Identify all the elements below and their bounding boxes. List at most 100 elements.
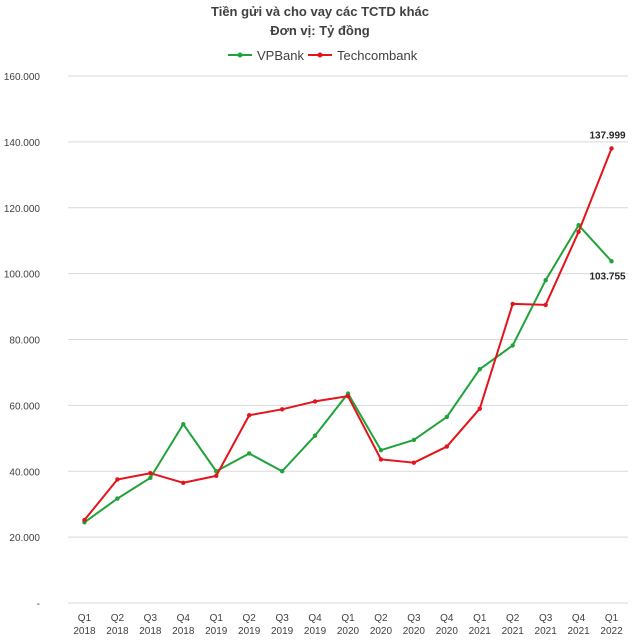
- data-point-techcombank[interactable]: [477, 406, 482, 411]
- x-tick-label: Q2 2018: [106, 613, 129, 637]
- data-point-vpbank[interactable]: [510, 343, 515, 348]
- data-point-techcombank[interactable]: [82, 517, 87, 523]
- x-tick-quarter: Q1: [210, 613, 224, 624]
- x-tick-quarter: Q3: [144, 613, 158, 624]
- x-tick-label: Q3 2019: [271, 613, 294, 637]
- end-label-techcombank: 137.999: [589, 130, 626, 141]
- x-tick-year: 2019: [304, 626, 327, 637]
- x-tick-quarter: Q2: [374, 613, 388, 624]
- data-point-vpbank[interactable]: [609, 259, 614, 264]
- series-line-techcombank: [83, 148, 613, 521]
- data-point-techcombank[interactable]: [444, 444, 450, 449]
- x-tick-label: Q2 2021: [502, 613, 525, 637]
- chart-title: Tiền gửi và cho vay các TCTD khác: [211, 4, 429, 19]
- data-point-techcombank[interactable]: [345, 393, 351, 399]
- data-point-techcombank[interactable]: [148, 471, 153, 476]
- x-tick-quarter: Q3: [275, 613, 289, 624]
- x-tick-label: Q2 2019: [238, 613, 261, 637]
- data-point-vpbank[interactable]: [543, 278, 548, 283]
- x-tick-label: Q4 2021: [567, 613, 590, 637]
- x-axis: Q1 2018 Q2 2018 Q3 2018 Q4 2018 Q1 2019 Q2 2019 Q3 20…: [73, 613, 623, 637]
- x-tick-year: 2018: [106, 626, 129, 637]
- x-tick-label: Q3 2020: [403, 613, 426, 637]
- legend-marker-vpbank: [237, 52, 243, 58]
- x-tick-label: Q1 2022: [600, 613, 623, 637]
- data-point-techcombank[interactable]: [510, 301, 515, 307]
- series-layer: [82, 146, 614, 525]
- x-tick-quarter: Q2: [111, 613, 125, 624]
- series-techcombank: [82, 146, 614, 523]
- x-tick-quarter: Q4: [308, 613, 322, 624]
- x-tick-year: 2021: [469, 626, 492, 637]
- data-point-vpbank[interactable]: [148, 475, 153, 481]
- data-point-techcombank[interactable]: [181, 480, 186, 485]
- chart-subtitle: Đơn vị: Tỷ đồng: [270, 23, 370, 38]
- x-tick-year: 2020: [370, 626, 393, 637]
- x-tick-label: Q4 2020: [436, 613, 459, 637]
- data-point-techcombank[interactable]: [279, 407, 285, 412]
- data-point-techcombank[interactable]: [378, 457, 384, 462]
- data-point-techcombank[interactable]: [214, 473, 219, 479]
- data-point-vpbank[interactable]: [312, 433, 318, 438]
- legend-marker-techcombank: [317, 52, 323, 58]
- x-tick-label: Q1 2020: [337, 613, 360, 637]
- x-tick-year: 2018: [73, 626, 96, 637]
- x-tick-year: 2019: [271, 626, 294, 637]
- x-tick-quarter: Q4: [177, 613, 191, 624]
- data-point-vpbank[interactable]: [378, 447, 384, 453]
- data-point-techcombank[interactable]: [246, 413, 252, 418]
- x-tick-quarter: Q4: [440, 613, 454, 624]
- data-point-vpbank[interactable]: [477, 366, 482, 372]
- y-tick-label: 60.000: [9, 401, 40, 412]
- x-tick-year: 2020: [436, 626, 459, 637]
- x-tick-quarter: Q4: [572, 613, 586, 624]
- x-tick-year: 2022: [600, 626, 623, 637]
- x-tick-quarter: Q2: [506, 613, 520, 624]
- legend-label-vpbank: VPBank: [257, 48, 304, 63]
- data-point-vpbank[interactable]: [181, 421, 186, 427]
- legend-label-techcombank: Techcombank: [337, 48, 418, 63]
- data-point-techcombank[interactable]: [411, 460, 417, 465]
- x-tick-label: Q2 2020: [370, 613, 393, 637]
- y-axis: - 20.000 40.000 60.000 80.000 100.000 120.000 1…: [4, 72, 41, 610]
- data-point-techcombank[interactable]: [609, 146, 614, 151]
- data-point-techcombank[interactable]: [543, 302, 548, 308]
- y-tick-label: 140.000: [4, 138, 41, 149]
- x-tick-year: 2019: [205, 626, 228, 637]
- series-vpbank: [82, 223, 614, 525]
- y-tick-label: 100.000: [4, 270, 41, 281]
- data-point-vpbank[interactable]: [411, 437, 417, 443]
- data-point-techcombank[interactable]: [115, 477, 120, 482]
- x-tick-label: Q1 2019: [205, 613, 228, 637]
- x-tick-label: Q4 2018: [172, 613, 195, 637]
- x-tick-year: 2021: [502, 626, 525, 637]
- x-tick-label: Q3 2021: [535, 613, 558, 637]
- data-point-vpbank[interactable]: [115, 496, 120, 501]
- data-labels: 103.755 137.999: [589, 130, 626, 282]
- x-tick-year: 2020: [403, 626, 426, 637]
- data-point-vpbank[interactable]: [246, 451, 252, 456]
- y-tick-label: -: [37, 599, 40, 610]
- data-point-vpbank[interactable]: [279, 469, 285, 474]
- data-point-vpbank[interactable]: [444, 414, 450, 420]
- x-tick-year: 2019: [238, 626, 261, 637]
- legend-item-techcombank[interactable]: Techcombank: [308, 48, 418, 63]
- x-tick-quarter: Q2: [243, 613, 257, 624]
- x-tick-quarter: Q3: [539, 613, 553, 624]
- x-tick-label: Q4 2019: [304, 613, 327, 637]
- legend-item-vpbank[interactable]: VPBank: [228, 48, 304, 63]
- x-tick-year: 2021: [567, 626, 590, 637]
- x-tick-quarter: Q1: [473, 613, 487, 624]
- x-tick-label: Q1 2018: [73, 613, 96, 637]
- data-point-techcombank[interactable]: [576, 229, 581, 234]
- x-tick-label: Q3 2018: [139, 613, 162, 637]
- x-tick-quarter: Q3: [407, 613, 421, 624]
- y-tick-label: 80.000: [9, 336, 40, 347]
- gridlines: [68, 75, 628, 604]
- x-tick-quarter: Q1: [605, 613, 619, 624]
- x-tick-label: Q1 2021: [469, 613, 492, 637]
- y-tick-label: 120.000: [4, 204, 41, 215]
- data-point-techcombank[interactable]: [312, 399, 318, 404]
- x-tick-year: 2018: [139, 626, 162, 637]
